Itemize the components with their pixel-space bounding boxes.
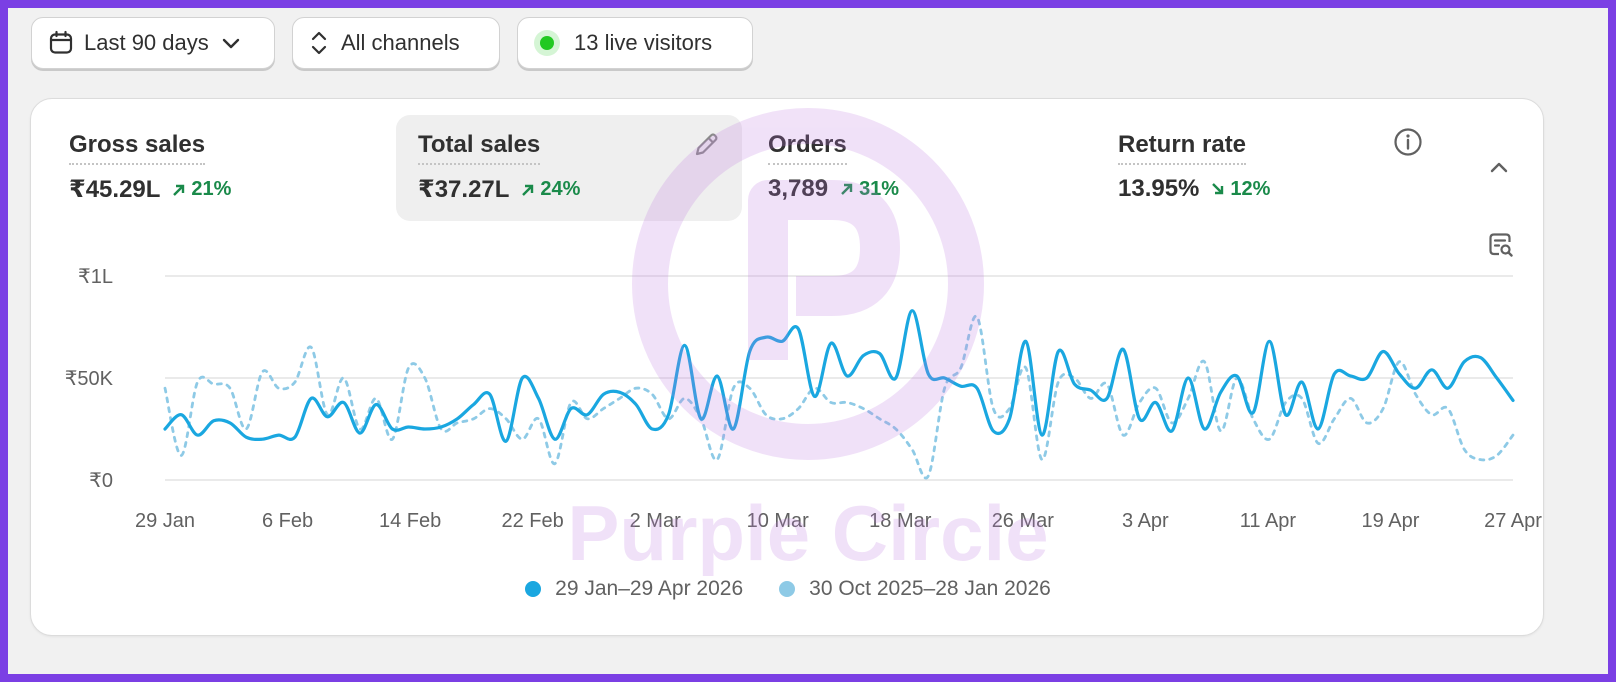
sales-line-chart: ₹0 ₹50K ₹1L 29 Jan 6 Feb 14 Feb 22 Feb 2 Mar 10 …: [65, 266, 1543, 532]
metric-title: Total sales: [418, 131, 541, 165]
metric-title: Gross sales: [69, 131, 206, 165]
x-tick-label: 6 Feb: [262, 510, 313, 532]
legend-item-current[interactable]: 29 Jan–29 Apr 2026: [525, 577, 743, 601]
y-tick-label: ₹1L: [78, 266, 113, 288]
live-visitors-label: 13 live visitors: [574, 30, 713, 55]
metric-value: 13.95%: [1118, 175, 1200, 202]
metric-delta: 21%: [172, 178, 231, 201]
legend-label-current: 29 Jan–29 Apr 2026: [555, 577, 744, 600]
metric-delta: 12%: [1211, 178, 1270, 201]
metric-total-sales[interactable]: Total sales ₹37.27L 24%: [396, 115, 742, 221]
search-chart-icon[interactable]: [1487, 231, 1515, 259]
x-tick-label: 11 Apr: [1240, 510, 1297, 532]
date-range-button[interactable]: Last 90 days: [31, 17, 275, 69]
metric-delta-value: 24%: [540, 178, 581, 200]
x-tick-label: 27 Apr: [1484, 510, 1542, 532]
x-tick-label: 14 Feb: [379, 510, 441, 532]
pencil-icon[interactable]: [692, 131, 720, 159]
calendar-icon: [49, 30, 73, 54]
date-range-label: Last 90 days: [84, 30, 209, 55]
x-tick-label: 29 Jan: [135, 510, 195, 532]
chevron-down-icon: [222, 38, 239, 49]
y-tick-label: ₹50K: [65, 368, 114, 390]
arrow-up-right-icon: [522, 184, 534, 196]
metric-delta: 24%: [521, 178, 580, 201]
chart-legend: 29 Jan–29 Apr 2026 30 Oct 2025–28 Jan 20…: [31, 577, 1545, 601]
live-visitors-button[interactable]: 13 live visitors: [517, 17, 753, 69]
metric-title: Orders: [768, 131, 847, 165]
x-tick-label: 10 Mar: [747, 510, 810, 532]
series-line-current: [163, 309, 1515, 443]
info-icon[interactable]: [1393, 127, 1423, 157]
x-tick-label: 19 Apr: [1362, 510, 1420, 532]
metric-value: 3,789: [768, 175, 829, 202]
legend-item-previous[interactable]: 30 Oct 2025–28 Jan 2026: [779, 577, 1051, 601]
x-tick-label: 22 Feb: [502, 510, 564, 532]
x-tick-label: 26 Mar: [992, 510, 1055, 532]
chevron-up-icon[interactable]: [1487, 155, 1511, 179]
metric-delta-value: 21%: [191, 178, 232, 200]
legend-dot-current: [525, 581, 542, 597]
channels-label: All channels: [341, 30, 460, 55]
x-tick-label: 2 Mar: [630, 510, 681, 532]
y-tick-label: ₹0: [89, 470, 113, 492]
channels-button[interactable]: All channels: [292, 17, 500, 69]
metric-delta: 31%: [840, 178, 899, 201]
metric-value: ₹45.29L: [69, 176, 161, 203]
analytics-card: Gross sales ₹45.29L 21% Total sales ₹37.…: [30, 98, 1544, 636]
metric-value: ₹37.27L: [418, 176, 510, 203]
legend-label-previous: 30 Oct 2025–28 Jan 2026: [809, 577, 1051, 600]
live-dot-icon: [534, 30, 560, 56]
metric-delta-value: 31%: [859, 177, 900, 200]
metric-gross-sales[interactable]: Gross sales ₹45.29L 21%: [47, 115, 393, 221]
arrow-down-right-icon: [1212, 183, 1224, 195]
arrow-up-right-icon: [173, 184, 185, 196]
metric-return-rate[interactable]: Return rate 13.95% 12%: [1096, 115, 1442, 221]
legend-dot-previous: [779, 581, 796, 597]
sort-arrows-icon: [311, 31, 327, 55]
metric-title: Return rate: [1118, 131, 1247, 165]
metric-orders[interactable]: Orders 3,789 31%: [746, 115, 1092, 221]
arrow-up-right-icon: [841, 183, 853, 195]
x-tick-label: 3 Apr: [1122, 510, 1169, 532]
metric-delta-value: 12%: [1230, 177, 1271, 200]
series-line-previous: [163, 314, 1515, 480]
x-tick-label: 18 Mar: [869, 510, 932, 532]
